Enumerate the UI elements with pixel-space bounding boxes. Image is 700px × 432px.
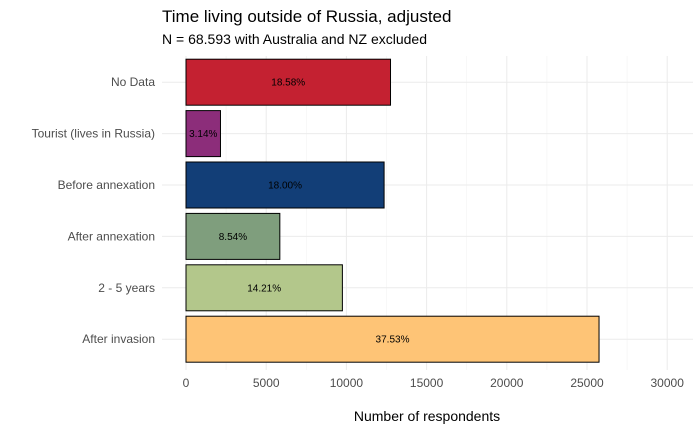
- chart-subtitle: N = 68.593 with Australia and NZ exclude…: [162, 31, 427, 47]
- category-label: Before annexation: [58, 178, 155, 192]
- category-label: Tourist (lives in Russia): [32, 127, 155, 141]
- chart-title: Time living outside of Russia, adjusted: [162, 7, 451, 26]
- x-tick-label: 10000: [330, 376, 364, 390]
- x-tick-label: 20000: [490, 376, 524, 390]
- x-tick-label: 30000: [651, 376, 685, 390]
- bar: [185, 161, 385, 209]
- x-tick-label: 15000: [410, 376, 444, 390]
- data-label: 8.54%: [219, 232, 247, 243]
- bars: 18.58% 3.14% 18.00% 8.54% 14.21% 37.53%: [185, 58, 600, 363]
- x-tick-label: 25000: [570, 376, 604, 390]
- bar: [185, 264, 343, 312]
- bar: [185, 315, 600, 363]
- x-axis-title: Number of respondents: [354, 408, 500, 424]
- x-tick-label: 0: [183, 376, 190, 390]
- data-label: 18.58%: [271, 78, 305, 89]
- category-label: No Data: [111, 75, 155, 89]
- data-label: 3.14%: [189, 129, 217, 140]
- x-tick-label: 5000: [253, 376, 280, 390]
- category-label: After annexation: [68, 229, 155, 243]
- data-label: 37.53%: [376, 335, 410, 346]
- data-label: 14.21%: [247, 283, 281, 294]
- category-label: 2 - 5 years: [98, 281, 155, 295]
- bar: [185, 110, 221, 158]
- bar: [185, 58, 392, 106]
- data-label: 18.00%: [268, 181, 302, 192]
- bar: [185, 212, 281, 260]
- x-tick-labels: 0 5000 10000 15000 20000 25000 30000: [183, 376, 685, 390]
- category-labels: No Data Tourist (lives in Russia) Before a…: [32, 75, 156, 346]
- category-label: After invasion: [82, 332, 155, 346]
